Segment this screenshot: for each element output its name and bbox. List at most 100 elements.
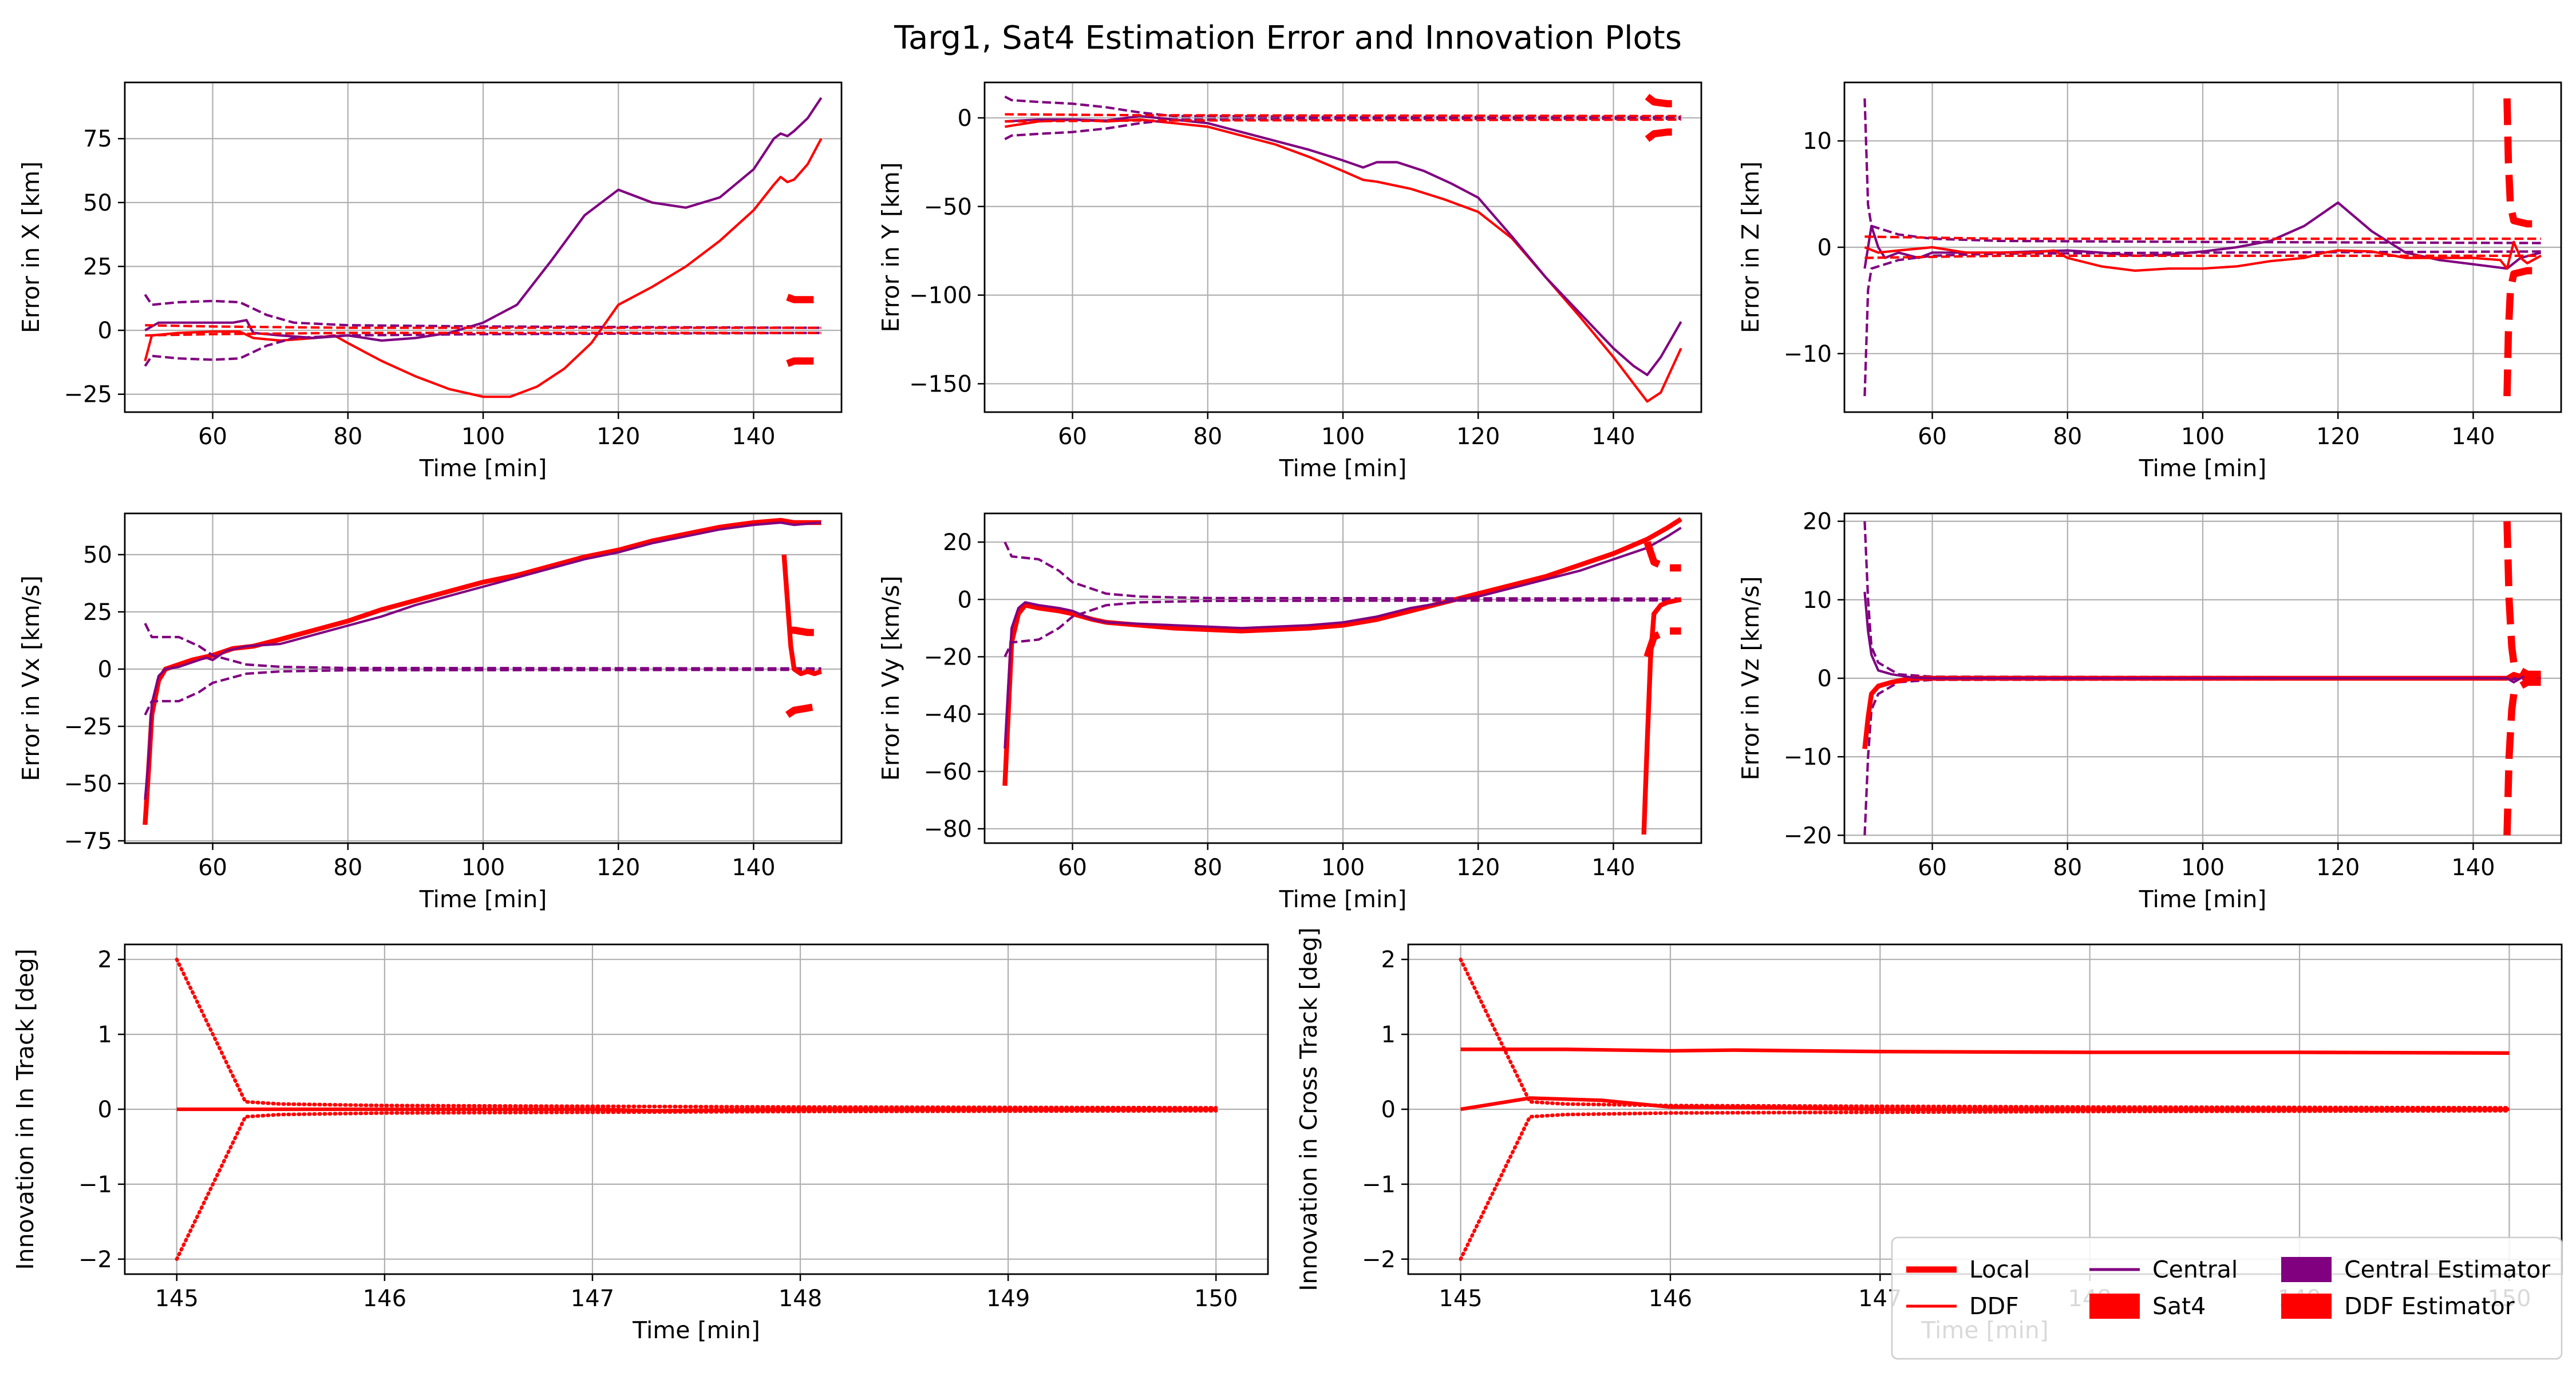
- series-line: [144, 97, 823, 342]
- series-group: [1459, 958, 2511, 1261]
- series-line: [1645, 128, 1681, 143]
- series-line: [144, 294, 821, 329]
- x-tick-label: 80: [1193, 424, 1222, 450]
- series-line: [1460, 1096, 2510, 1112]
- y-tick-label: −50: [64, 771, 112, 797]
- y-tick-label: 0: [98, 1097, 112, 1123]
- subplot: 60 80 100 120 140 −75 −50 −25 0 25 50 Time [min] Err…: [17, 512, 843, 913]
- series-line: [785, 702, 822, 718]
- legend-label: Central Estimator: [2344, 1256, 2550, 1283]
- x-tick-label: 146: [1649, 1286, 1692, 1312]
- series-line: [1863, 678, 2541, 836]
- series-line: [1643, 541, 1681, 572]
- x-axis-label: Time [min]: [1279, 885, 1407, 913]
- y-tick-label: −80: [924, 816, 972, 843]
- y-tick-label: −1: [1362, 1172, 1396, 1198]
- x-tick-label: 150: [1194, 1286, 1238, 1312]
- legend-label: Local: [1969, 1256, 2030, 1283]
- x-axis-label: Time [min]: [2139, 454, 2267, 482]
- y-tick-label: 2: [98, 947, 112, 973]
- series-line: [175, 958, 1218, 1110]
- legend-swatch: [2089, 1294, 2140, 1319]
- series-line: [144, 521, 821, 800]
- series-line: [2503, 98, 2534, 228]
- subplot: 60 80 100 120 140 −25 0 25 50 75 Time [min] Error i…: [17, 81, 843, 482]
- x-tick-label: 60: [1058, 855, 1087, 881]
- x-tick-label: 146: [363, 1286, 406, 1312]
- y-tick-label: 50: [83, 542, 112, 568]
- x-tick-label: 148: [779, 1286, 822, 1312]
- series-line: [1005, 118, 1681, 123]
- subplot: 60 80 100 120 140 −150 −100 −50 0 Time [min] Error…: [877, 81, 1702, 482]
- series-group: [175, 958, 1218, 1261]
- x-tick-label: 60: [198, 424, 227, 450]
- subplot: 60 80 100 120 140 −80 −60 −40 −20 0 20 Time [min] Er…: [877, 512, 1702, 913]
- series-line: [1645, 93, 1681, 108]
- series-line: [786, 357, 821, 367]
- x-tick-label: 120: [596, 424, 640, 450]
- y-tick-label: 1: [98, 1022, 112, 1048]
- y-tick-label: −150: [909, 371, 972, 397]
- y-tick-label: 10: [1803, 128, 1832, 155]
- series-line: [144, 623, 821, 670]
- series-line: [1643, 627, 1681, 658]
- series-line: [1864, 240, 2542, 272]
- series-line: [145, 331, 821, 337]
- x-axis-label: Time [min]: [419, 454, 547, 482]
- x-tick-label: 60: [1918, 424, 1947, 450]
- series-group: [1863, 98, 2542, 397]
- series-group: [144, 97, 823, 398]
- x-tick-label: 140: [1591, 855, 1635, 881]
- y-tick-label: 20: [1803, 509, 1832, 535]
- x-tick-label: 140: [732, 424, 775, 450]
- x-tick-label: 80: [2053, 855, 2082, 881]
- y-tick-label: −10: [1784, 341, 1832, 367]
- x-axis-label: Time [min]: [632, 1316, 760, 1344]
- x-tick-label: 100: [2181, 424, 2225, 450]
- legend-swatch: [2281, 1294, 2332, 1319]
- x-tick-label: 100: [1321, 855, 1365, 881]
- series-line: [1864, 254, 2541, 259]
- series-line: [787, 626, 821, 636]
- x-tick-label: 120: [596, 855, 640, 881]
- y-tick-label: −40: [924, 702, 972, 728]
- subplot: 145 146 147 148 149 150 −2 −1 0 1 2 Time [min] Innov…: [11, 943, 1269, 1344]
- y-tick-label: 20: [943, 529, 972, 556]
- series-line: [1641, 597, 1682, 835]
- y-tick-label: −100: [909, 283, 972, 309]
- y-tick-label: −25: [64, 382, 112, 408]
- series-line: [2503, 521, 2541, 678]
- legend-item: Sat4: [2089, 1292, 2206, 1320]
- y-tick-label: −10: [1784, 744, 1832, 770]
- legend-frame: [1891, 1236, 2563, 1360]
- x-tick-label: 120: [2316, 424, 2360, 450]
- y-axis-label: Error in Vz [km/s]: [1737, 576, 1764, 781]
- series-line: [1459, 1109, 2511, 1261]
- y-tick-label: 50: [83, 190, 112, 216]
- x-tick-label: 145: [1439, 1286, 1482, 1312]
- x-tick-label: 80: [333, 424, 362, 450]
- y-tick-label: −2: [78, 1247, 112, 1273]
- x-tick-label: 100: [2181, 855, 2225, 881]
- x-tick-label: 80: [333, 855, 362, 881]
- y-tick-label: 75: [83, 126, 112, 152]
- x-tick-label: 60: [1918, 855, 1947, 881]
- x-tick-label: 140: [1591, 424, 1635, 450]
- x-axis-label: Time [min]: [419, 885, 547, 913]
- y-tick-label: 0: [958, 105, 972, 132]
- x-tick-label: 120: [2316, 855, 2360, 881]
- y-tick-label: 1: [1381, 1022, 1396, 1048]
- x-tick-label: 145: [155, 1286, 199, 1312]
- y-tick-label: 2: [1381, 947, 1396, 973]
- x-axis-label: Time [min]: [2139, 885, 2267, 913]
- y-axis-label: Error in Vy [km/s]: [877, 576, 904, 781]
- series-line: [144, 331, 821, 367]
- y-tick-label: −25: [64, 714, 112, 740]
- series-line: [175, 1109, 1218, 1261]
- series-line: [1003, 541, 1681, 600]
- y-axis-label: Innovation in Cross Track [deg]: [1295, 927, 1322, 1291]
- y-tick-label: −2: [1362, 1247, 1396, 1273]
